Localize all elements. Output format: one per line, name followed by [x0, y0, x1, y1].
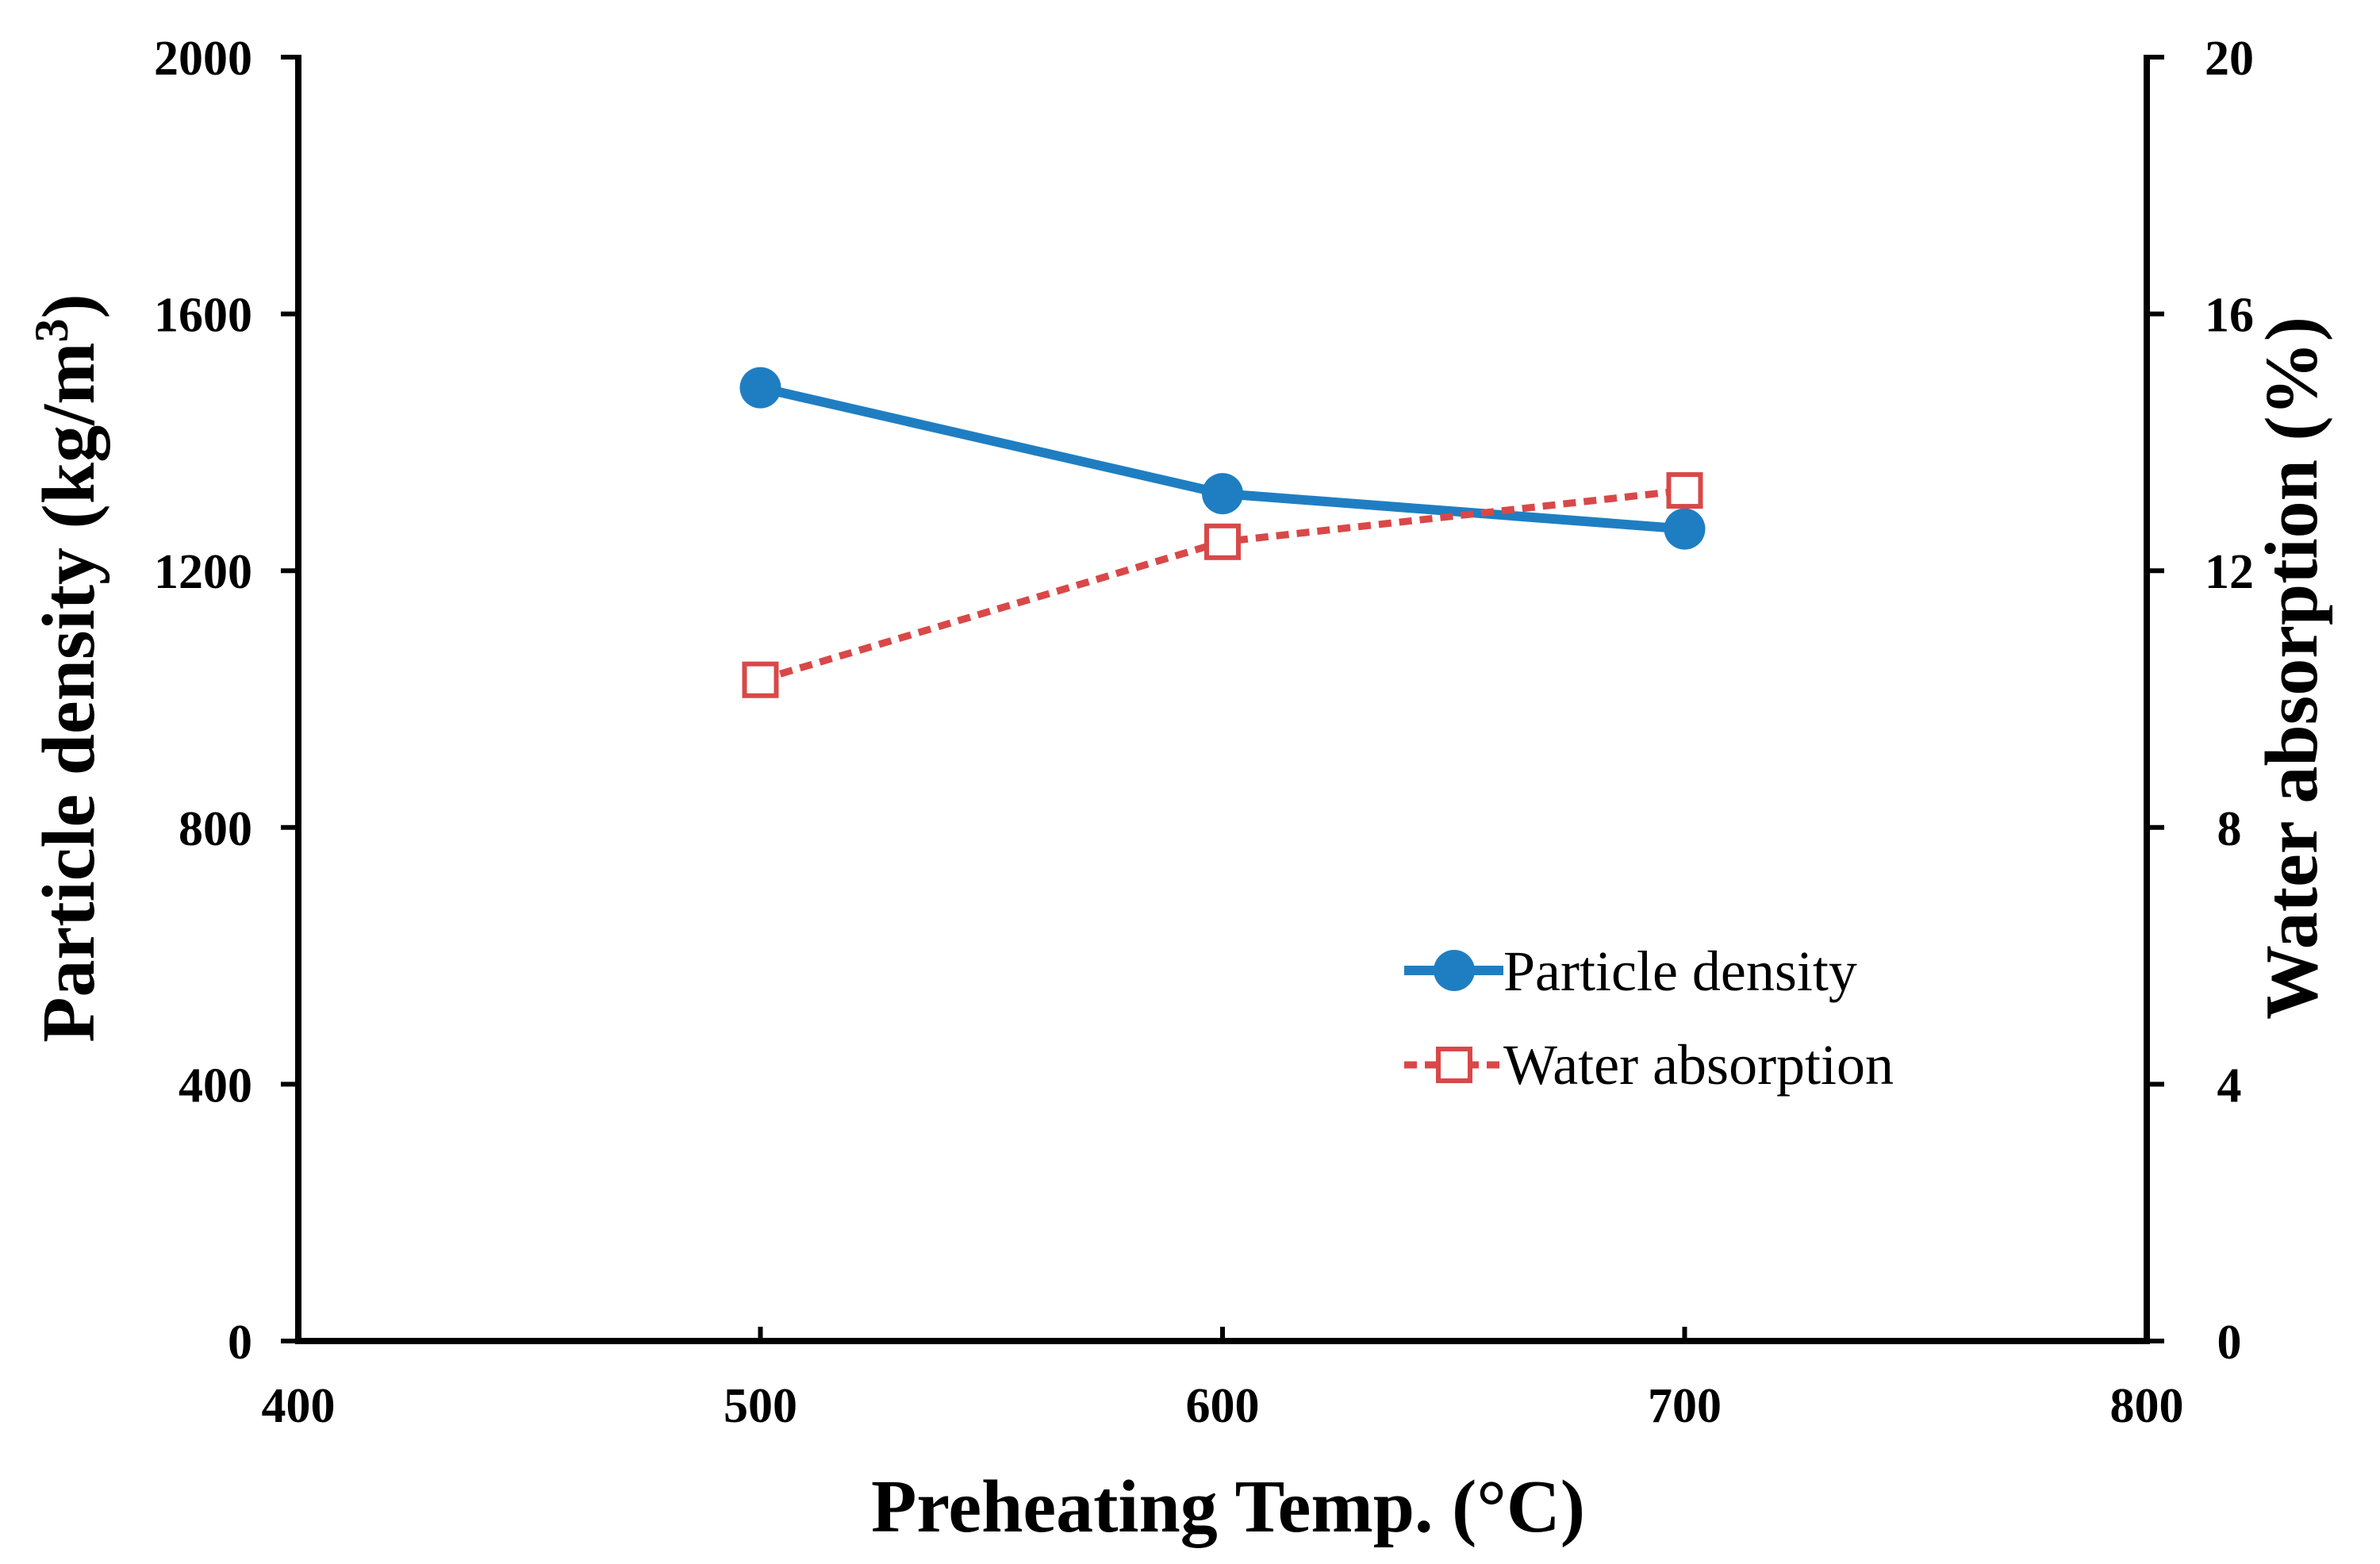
right-y-tick-label-4: 16: [2205, 289, 2254, 343]
legend-marker-water-absorption: [1436, 1047, 1472, 1083]
legend-entry-water-absorption: Water absorption: [1404, 1033, 1894, 1097]
left-y-tick-label-1: 400: [178, 1059, 252, 1112]
legend-label-water-absorption: Water absorption: [1503, 1033, 1894, 1097]
right-y-tick-label-2: 8: [2217, 802, 2242, 856]
data-point-particle-density-0: [739, 367, 781, 409]
data-point-water-absorption-2: [1666, 472, 1703, 509]
data-point-water-absorption-0: [742, 661, 779, 698]
left-y-tick-label-5: 2000: [154, 32, 252, 86]
right-y-tick-label-5: 20: [2205, 32, 2254, 86]
data-point-water-absorption-1: [1204, 523, 1241, 560]
left-y-axis-title-superscript: 3: [25, 318, 78, 342]
left-y-axis-title-main: Particle density (kg/m: [28, 342, 110, 1042]
legend-marker-particle-density: [1434, 950, 1475, 991]
data-point-particle-density-1: [1202, 473, 1243, 515]
left-y-axis-title: Particle density (kg/m3): [25, 294, 110, 1043]
x-tick-label-4: 800: [2110, 1379, 2184, 1433]
legend-entry-particle-density: Particle density: [1404, 940, 1857, 1003]
right-y-tick-label-0: 0: [2217, 1316, 2242, 1370]
x-axis-title: Preheating Temp. (°C): [871, 1466, 1585, 1548]
left-y-axis-title-suffix: ): [28, 294, 110, 318]
ticks: 400 500 600 700 8000400800120016002000048121…: [154, 32, 2254, 1433]
legend-label-particle-density: Particle density: [1503, 940, 1857, 1003]
left-y-tick-label-0: 0: [228, 1316, 252, 1370]
x-tick-label-0: 400: [262, 1379, 336, 1433]
legend: Particle density Water absorption: [1404, 940, 1894, 1097]
x-tick-label-3: 700: [1648, 1379, 1722, 1433]
x-tick-label-2: 600: [1186, 1379, 1260, 1433]
right-y-tick-label-3: 12: [2205, 545, 2254, 599]
left-y-tick-label-2: 800: [178, 802, 252, 856]
right-y-tick-label-1: 4: [2217, 1059, 2242, 1112]
x-tick-label-1: 500: [724, 1379, 797, 1433]
data-point-particle-density-2: [1664, 508, 1706, 550]
left-y-tick-label-4: 1600: [154, 289, 252, 343]
series-layer: [739, 367, 1706, 698]
left-y-tick-label-3: 1200: [154, 545, 252, 599]
right-y-axis-title: Water absorption (%): [2251, 317, 2333, 1020]
